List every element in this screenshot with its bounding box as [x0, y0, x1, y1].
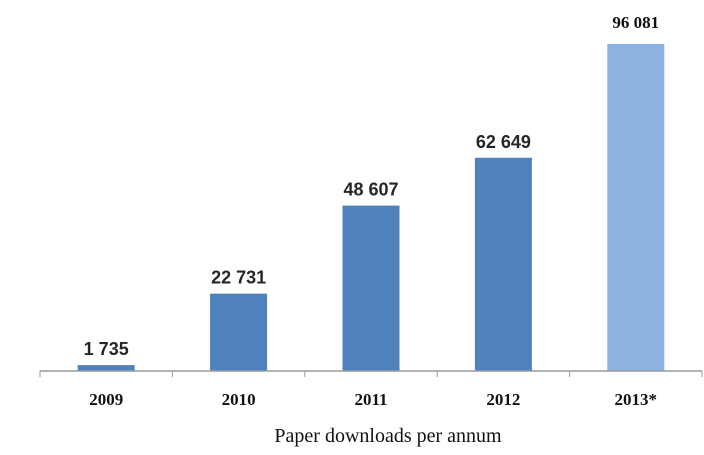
bar-2009 — [77, 365, 135, 371]
x-tick-label: 2010 — [222, 390, 256, 409]
value-label: 48 607 — [343, 180, 398, 200]
bar-2011 — [342, 205, 400, 371]
value-labels-group: 1 735 22 731 48 607 62 649 96 081 — [84, 13, 659, 359]
value-label: 62 649 — [476, 132, 531, 152]
bar-2013-projected — [607, 44, 665, 371]
value-label: 96 081 — [612, 13, 659, 32]
x-tick-label: 2013* — [615, 390, 658, 409]
x-axis-tick-labels: 2009 2010 2011 2012 2013* — [89, 390, 657, 409]
x-axis-ticks — [39, 371, 703, 377]
bar-2012 — [474, 157, 532, 371]
x-tick-label: 2011 — [354, 390, 387, 409]
value-label: 22 731 — [211, 268, 266, 288]
value-label: 1 735 — [84, 339, 129, 359]
bar-2010 — [210, 293, 268, 371]
bars-group — [77, 44, 665, 371]
x-tick-label: 2009 — [89, 390, 123, 409]
x-tick-label: 2012 — [486, 390, 520, 409]
x-axis-label: Paper downloads per annum — [274, 425, 502, 447]
